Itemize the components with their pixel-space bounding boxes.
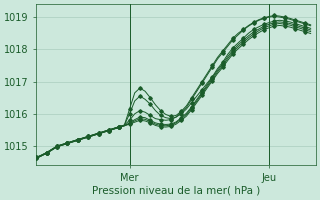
X-axis label: Pression niveau de la mer( hPa ): Pression niveau de la mer( hPa ) (92, 186, 260, 196)
